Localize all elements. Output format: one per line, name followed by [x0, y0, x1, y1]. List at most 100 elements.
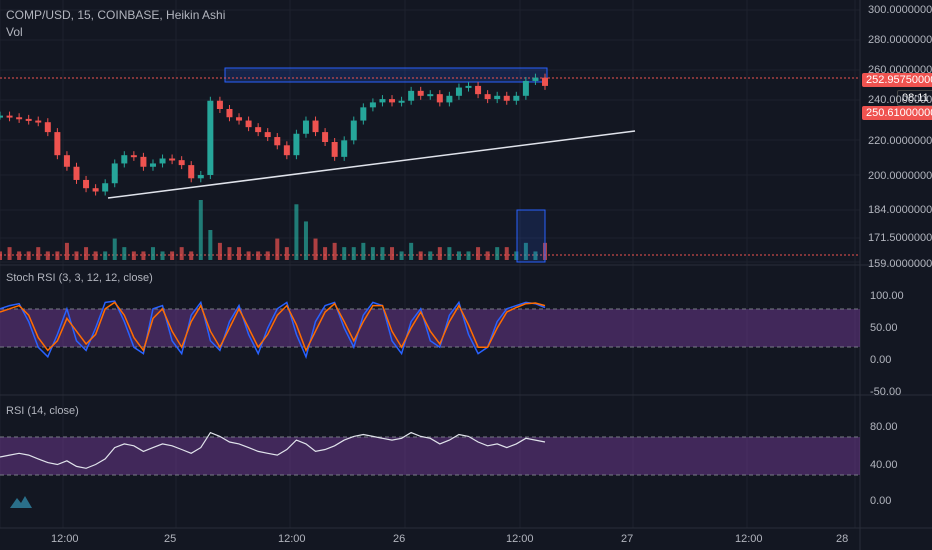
stoch-axis-tick: 100.00: [870, 290, 904, 302]
volume-bar: [399, 251, 404, 260]
volume-bar: [93, 251, 98, 260]
candle-body: [322, 132, 329, 142]
candle-body: [0, 115, 3, 118]
volume-bar: [332, 242, 337, 260]
candle-body: [312, 120, 319, 133]
volume-bar: [342, 247, 347, 260]
volume-bar: [265, 251, 270, 260]
stoch-axis-tick: 50.00: [870, 322, 898, 334]
candle-body: [188, 165, 195, 179]
candle-body: [427, 94, 434, 97]
volume-bar: [55, 251, 60, 260]
volume-bar: [141, 251, 146, 260]
time-axis-tick: 26: [393, 533, 406, 545]
candle-body: [92, 188, 99, 192]
resistance-zone: [224, 67, 548, 83]
volume-bar: [103, 251, 108, 260]
candle-body: [130, 155, 137, 158]
volume-bar: [170, 251, 175, 260]
volume-bar: [428, 251, 433, 260]
rsi-band: [0, 437, 860, 475]
volume-bar: [323, 247, 328, 260]
time-axis-tick: 28: [836, 533, 849, 545]
rsi-line: [0, 431, 546, 469]
candle-body: [475, 85, 482, 95]
candle-body: [207, 100, 214, 175]
candle-body: [341, 140, 348, 157]
price-axis-tick: 171.50000000: [868, 232, 932, 244]
candle-body: [542, 77, 548, 86]
candle-body: [494, 95, 501, 100]
candle-body: [236, 117, 243, 121]
candle-body: [226, 109, 233, 118]
candle-body: [255, 127, 262, 133]
volume-bar: [198, 200, 203, 260]
volume-bar: [313, 238, 318, 260]
volume-bar: [294, 204, 299, 260]
candle-body: [369, 102, 376, 108]
volume-bar: [237, 247, 242, 260]
volume-bar: [456, 251, 461, 260]
volume-bar: [284, 247, 289, 260]
candle-body: [522, 80, 529, 96]
candle-body: [149, 163, 156, 167]
stoch-axis-tick: 0.00: [870, 354, 892, 366]
candle-body: [44, 122, 51, 133]
volume-bar: [256, 251, 261, 260]
candle-body: [532, 77, 539, 81]
symbol-title: COMP/USD, 15, COINBASE, Heikin Ashi: [6, 8, 226, 22]
time-axis-tick: 12:00: [735, 533, 763, 545]
volume-bar: [418, 251, 423, 260]
candle-body: [417, 90, 424, 96]
candle-body: [331, 142, 338, 157]
candle-body: [25, 118, 32, 121]
candle-body: [283, 145, 290, 156]
volume-label: Vol: [6, 25, 23, 39]
candle-body: [16, 117, 23, 120]
volume-bar: [150, 247, 155, 260]
stoch-rsi-title: Stoch RSI (3, 3, 12, 12, close): [6, 272, 153, 284]
volume-bar: [275, 238, 280, 260]
volume-bar: [17, 251, 22, 260]
rsi-axis-tick: 0.00: [870, 495, 892, 507]
tradingview-logo-icon: [8, 492, 34, 512]
volume-bar: [485, 251, 490, 260]
volume-bar: [36, 247, 41, 260]
volume-bar: [351, 247, 356, 260]
rsi-axis-tick: 40.00: [870, 459, 898, 471]
candle-body: [140, 156, 147, 167]
time-axis-tick: 12:00: [278, 533, 306, 545]
volume-bar: [179, 247, 184, 260]
candle-body: [63, 155, 70, 167]
low-price-label: 250.61000000: [862, 106, 932, 120]
volume-bar: [370, 247, 375, 260]
time-axis-tick: 25: [164, 533, 177, 545]
current-price-label: 252.95750000: [862, 73, 932, 87]
candle-body: [398, 100, 405, 103]
candle-body: [446, 95, 453, 103]
candle-body: [6, 115, 13, 118]
volume-bar: [303, 221, 308, 260]
volume-bar: [45, 251, 50, 260]
volume-bar: [84, 247, 89, 260]
price-axis-tick: 240.00000000: [868, 94, 932, 106]
volume-bar: [7, 247, 12, 260]
volume-bar: [514, 251, 519, 260]
candle-body: [35, 120, 42, 123]
volume-bar: [208, 230, 213, 260]
price-axis-tick: 260.00000000: [868, 64, 932, 76]
volume-bar: [160, 251, 165, 260]
candle-body: [264, 132, 271, 138]
price-axis-tick: 200.00000000: [868, 170, 932, 182]
volume-bar: [533, 251, 538, 260]
volume-bar: [112, 238, 117, 260]
volume-bar: [246, 251, 251, 260]
volume-bar: [476, 247, 481, 260]
price-axis-tick: 159.00000000: [868, 258, 932, 270]
candle-body: [274, 137, 281, 146]
rsi-title: RSI (14, close): [6, 405, 79, 417]
volume-bar: [131, 251, 136, 260]
candle-body: [360, 107, 367, 121]
